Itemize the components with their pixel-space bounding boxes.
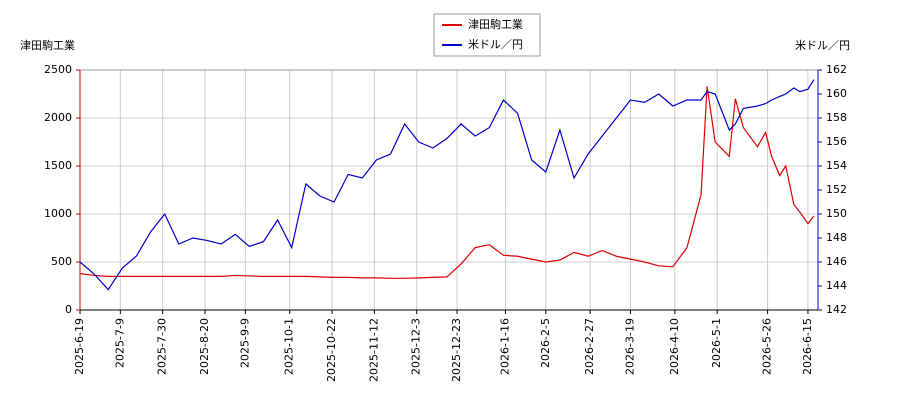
- x-tick-label: 2025-10-1: [283, 318, 296, 375]
- y2-tick-label: 162: [826, 63, 847, 76]
- y2-axis-title: 米ドル／円: [795, 39, 850, 52]
- series-line: [79, 86, 815, 279]
- series-line: [79, 79, 815, 291]
- x-tick-label: 2026-2-5: [539, 318, 552, 368]
- x-tick-label: 2025-12-23: [450, 318, 463, 382]
- y2-tick-label: 146: [826, 255, 847, 268]
- x-tick-label: 2025-9-9: [238, 318, 251, 368]
- x-tick-label: 2026-3-19: [623, 318, 636, 375]
- y2-tick-label: 148: [826, 231, 847, 244]
- legend-label: 米ドル／円: [468, 38, 523, 51]
- plot-frame: [79, 69, 819, 311]
- x-tick-label: 2026-4-10: [668, 318, 681, 375]
- x-tick-label: 2025-12-3: [410, 318, 423, 375]
- legend-label: 津田駒工業: [468, 18, 523, 31]
- x-tick-label: 2025-6-19: [73, 318, 86, 375]
- x-tick-label: 2025-7-30: [156, 318, 169, 375]
- y2-tick-label: 142: [826, 303, 847, 316]
- x-tick-label: 2026-5-1: [710, 318, 723, 368]
- x-tick-label: 2025-7-9: [113, 318, 126, 368]
- y-tick-label: 2000: [44, 111, 72, 124]
- x-tick-label: 2025-10-22: [325, 318, 338, 382]
- x-tick-label: 2026-6-15: [801, 318, 814, 375]
- y2-tick-label: 144: [826, 279, 847, 292]
- y-tick-label: 1500: [44, 159, 72, 172]
- x-tick-label: 2026-5-26: [761, 318, 774, 375]
- x-tick-label: 2025-8-20: [198, 318, 211, 375]
- y2-tick-label: 152: [826, 183, 847, 196]
- y-tick-label: 2500: [44, 63, 72, 76]
- x-tick-label: 2025-11-12: [367, 318, 380, 382]
- y-tick-label: 1000: [44, 207, 72, 220]
- y2-tick-label: 160: [826, 87, 847, 100]
- y2-tick-label: 158: [826, 111, 847, 124]
- y2-tick-label: 156: [826, 135, 847, 148]
- x-tick-label: 2026-2-27: [583, 318, 596, 375]
- legend-box: [433, 13, 541, 57]
- y2-tick-label: 154: [826, 159, 847, 172]
- y-tick-label: 500: [51, 255, 72, 268]
- y-tick-label: 0: [65, 303, 72, 316]
- y-axis-title: 津田駒工業: [20, 39, 75, 52]
- y2-tick-label: 150: [826, 207, 847, 220]
- x-tick-label: 2026-1-16: [498, 318, 511, 375]
